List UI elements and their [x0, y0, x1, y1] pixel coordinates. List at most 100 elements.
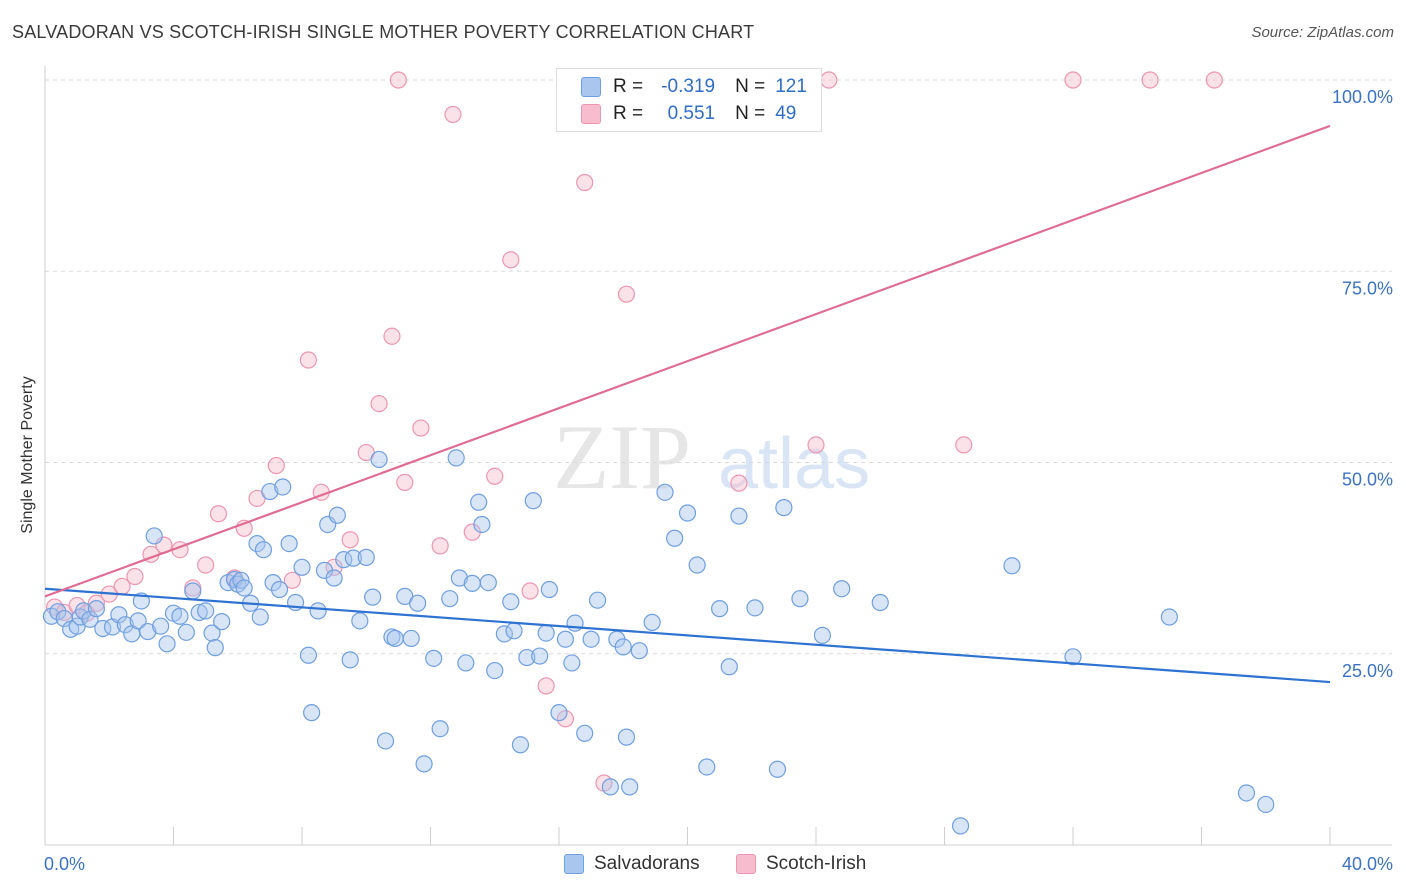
salvadorans-point: [1257, 795, 1275, 814]
salvadorans-point: [409, 594, 427, 612]
salvadorans-point: [511, 736, 530, 754]
salvadorans-point: [566, 614, 584, 632]
salvadorans-point: [531, 647, 549, 665]
scotch-irish-point: [444, 105, 462, 124]
salvadorans-point: [550, 704, 568, 722]
scotch-irish-point: [556, 710, 575, 728]
scotch-irish-point: [1064, 71, 1082, 89]
scotch-irish-point: [283, 571, 301, 589]
salvadorans-point: [213, 613, 231, 631]
salvadorans-point: [871, 593, 889, 612]
salvadorans-point: [582, 630, 600, 648]
salvadorans-point: [274, 478, 292, 496]
salvadorans-point: [833, 580, 851, 598]
scotch-irish-point: [576, 173, 594, 192]
scotch-irish-point: [197, 556, 215, 574]
scotch-irish-point: [807, 436, 825, 454]
legend-row-salvadorans: R = -0.319 N = 121: [581, 75, 807, 99]
salvadorans-point: [746, 599, 764, 617]
salvadorans-point: [502, 593, 520, 611]
salvadorans-point: [720, 658, 738, 676]
salvadorans-point: [457, 654, 475, 672]
bottom-legend-label: Scotch-Irish: [766, 853, 867, 874]
salvadorans-point: [357, 548, 375, 566]
scotch-irish-point: [431, 537, 449, 555]
salvadorans-point: [402, 629, 420, 648]
salvadorans-point: [270, 580, 289, 599]
bottom-legend-salvadorans: Salvadorans: [564, 852, 700, 876]
scotch-irish-trend-line: [44, 124, 1331, 598]
salvadorans-point: [711, 600, 729, 618]
salvadorans-point: [768, 760, 787, 778]
salvadorans-point: [486, 661, 504, 680]
salvadorans-point: [158, 635, 176, 653]
scotch-irish-point: [955, 436, 973, 454]
salvadorans-point: [617, 728, 636, 746]
legend-n-value: 49: [775, 103, 797, 124]
scotch-irish-point: [617, 285, 636, 303]
bottom-legend-swatch-blue: [564, 854, 584, 874]
legend-swatch-blue: [581, 77, 601, 97]
legend-n-value: 121: [775, 76, 807, 97]
salvadorans-point: [328, 506, 346, 524]
salvadorans-point: [303, 704, 321, 722]
salvadorans-point: [431, 720, 449, 738]
salvadorans-point: [264, 574, 282, 592]
scotch-irish-point: [537, 677, 555, 695]
scotch-irish-point: [1141, 71, 1159, 89]
scotch-irish-point: [87, 594, 106, 612]
salvadorans-point: [415, 755, 433, 773]
tick-labels: 100.0% 75.0% 50.0% 25.0% 0.0% 40.0%: [44, 87, 1393, 874]
grid-lines: [45, 79, 1392, 655]
salvadorans-point: [563, 654, 581, 672]
legend-swatch-pink: [581, 104, 601, 124]
salvadorans-point: [775, 499, 793, 517]
salvadorans-point: [630, 642, 648, 660]
salvadorans-point: [813, 626, 832, 644]
legend-n-label: N =: [735, 76, 766, 97]
salvadorans-point: [261, 482, 279, 501]
series-salvadorans-points: [42, 449, 1275, 835]
salvadorans-point: [190, 603, 208, 622]
salvadorans-point: [556, 630, 575, 648]
salvadorans-point: [177, 623, 195, 641]
salvadorans-point: [524, 492, 542, 510]
salvadorans-point: [518, 648, 536, 667]
salvadorans-point: [1160, 608, 1178, 626]
salvadorans-point: [251, 608, 269, 626]
legend-r-value: 0.551: [667, 103, 716, 124]
scotch-irish-point: [730, 474, 748, 492]
salvadorans-point: [206, 639, 224, 657]
salvadorans-point: [203, 624, 221, 642]
salvadorans-point: [341, 651, 359, 669]
salvadorans-point: [698, 758, 716, 776]
watermark: ZIP atlas: [553, 406, 870, 508]
bottom-legend-label: Salvadorans: [594, 853, 700, 874]
bottom-legend-swatch-pink: [736, 854, 756, 874]
axes: [44, 66, 1392, 846]
salvadorans-point: [495, 625, 513, 643]
salvadorans-point: [643, 613, 661, 631]
salvadorans-point: [87, 600, 106, 618]
salvadorans-point: [299, 646, 318, 664]
scotch-irish-point: [486, 467, 504, 485]
salvadorans-point: [235, 579, 253, 597]
salvadorans-point: [248, 534, 266, 553]
scotch-irish-point: [389, 71, 407, 89]
watermark-zip: ZIP: [553, 406, 691, 508]
salvadorans-point: [791, 590, 809, 608]
scotch-irish-point: [412, 419, 430, 437]
y-tick-label: 100.0%: [1332, 87, 1393, 107]
x-tick-label: 40.0%: [1342, 854, 1393, 874]
salvadorans-point: [576, 724, 594, 742]
watermark-atlas: atlas: [718, 424, 870, 504]
y-tick-label: 50.0%: [1342, 470, 1393, 490]
salvadorans-point: [364, 588, 382, 606]
salvadorans-point: [730, 507, 748, 525]
legend-r-value: -0.319: [661, 76, 716, 97]
salvadorans-point: [450, 569, 469, 587]
salvadorans-point: [447, 449, 465, 467]
salvadorans-point: [280, 534, 298, 553]
salvadorans-point: [425, 649, 443, 667]
